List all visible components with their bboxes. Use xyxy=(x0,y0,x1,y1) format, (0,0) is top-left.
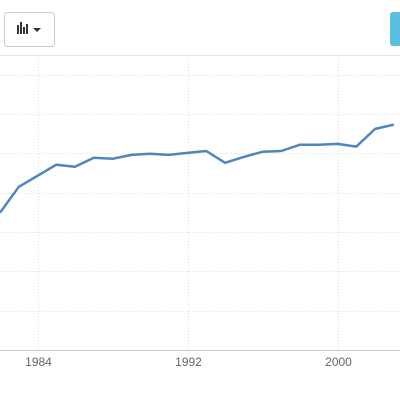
toolbar xyxy=(0,0,400,55)
x-tick-label: 2000 xyxy=(325,355,352,369)
x-tick-label: 1984 xyxy=(25,355,52,369)
chart-type-button[interactable] xyxy=(4,12,55,47)
x-tick-label: 1992 xyxy=(175,355,202,369)
data-line xyxy=(0,123,395,214)
action-button[interactable] xyxy=(390,12,400,46)
